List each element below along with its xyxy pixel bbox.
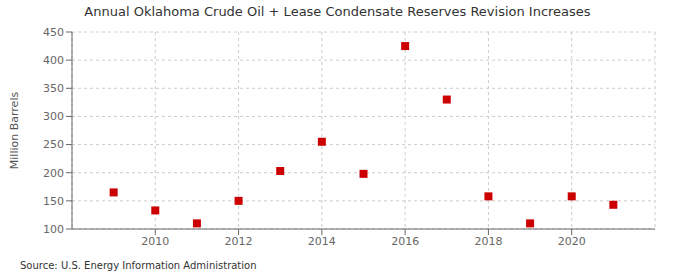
- svg-text:Million Barrels: Million Barrels: [8, 92, 21, 170]
- svg-text:350: 350: [43, 82, 64, 95]
- svg-text:400: 400: [43, 54, 64, 67]
- svg-text:2016: 2016: [391, 235, 419, 248]
- svg-text:2014: 2014: [308, 235, 336, 248]
- svg-text:250: 250: [43, 138, 64, 151]
- svg-text:2012: 2012: [225, 235, 253, 248]
- svg-text:2018: 2018: [474, 235, 502, 248]
- html-text:Annual Oklahoma Crude Oil + Le: Annual Oklahoma Crude Oil + Lease Conden…: [84, 4, 591, 19]
- html-text:Source: U.S. Energy Informatio: Source: U.S. Energy Information Administ…: [20, 260, 257, 271]
- svg-text:300: 300: [43, 110, 64, 123]
- svg-text:2020: 2020: [558, 235, 586, 248]
- svg-text:150: 150: [43, 195, 64, 208]
- svg-text:100: 100: [43, 223, 64, 236]
- svg-text:200: 200: [43, 167, 64, 180]
- svg-text:2010: 2010: [141, 235, 169, 248]
- svg-text:450: 450: [43, 26, 64, 39]
